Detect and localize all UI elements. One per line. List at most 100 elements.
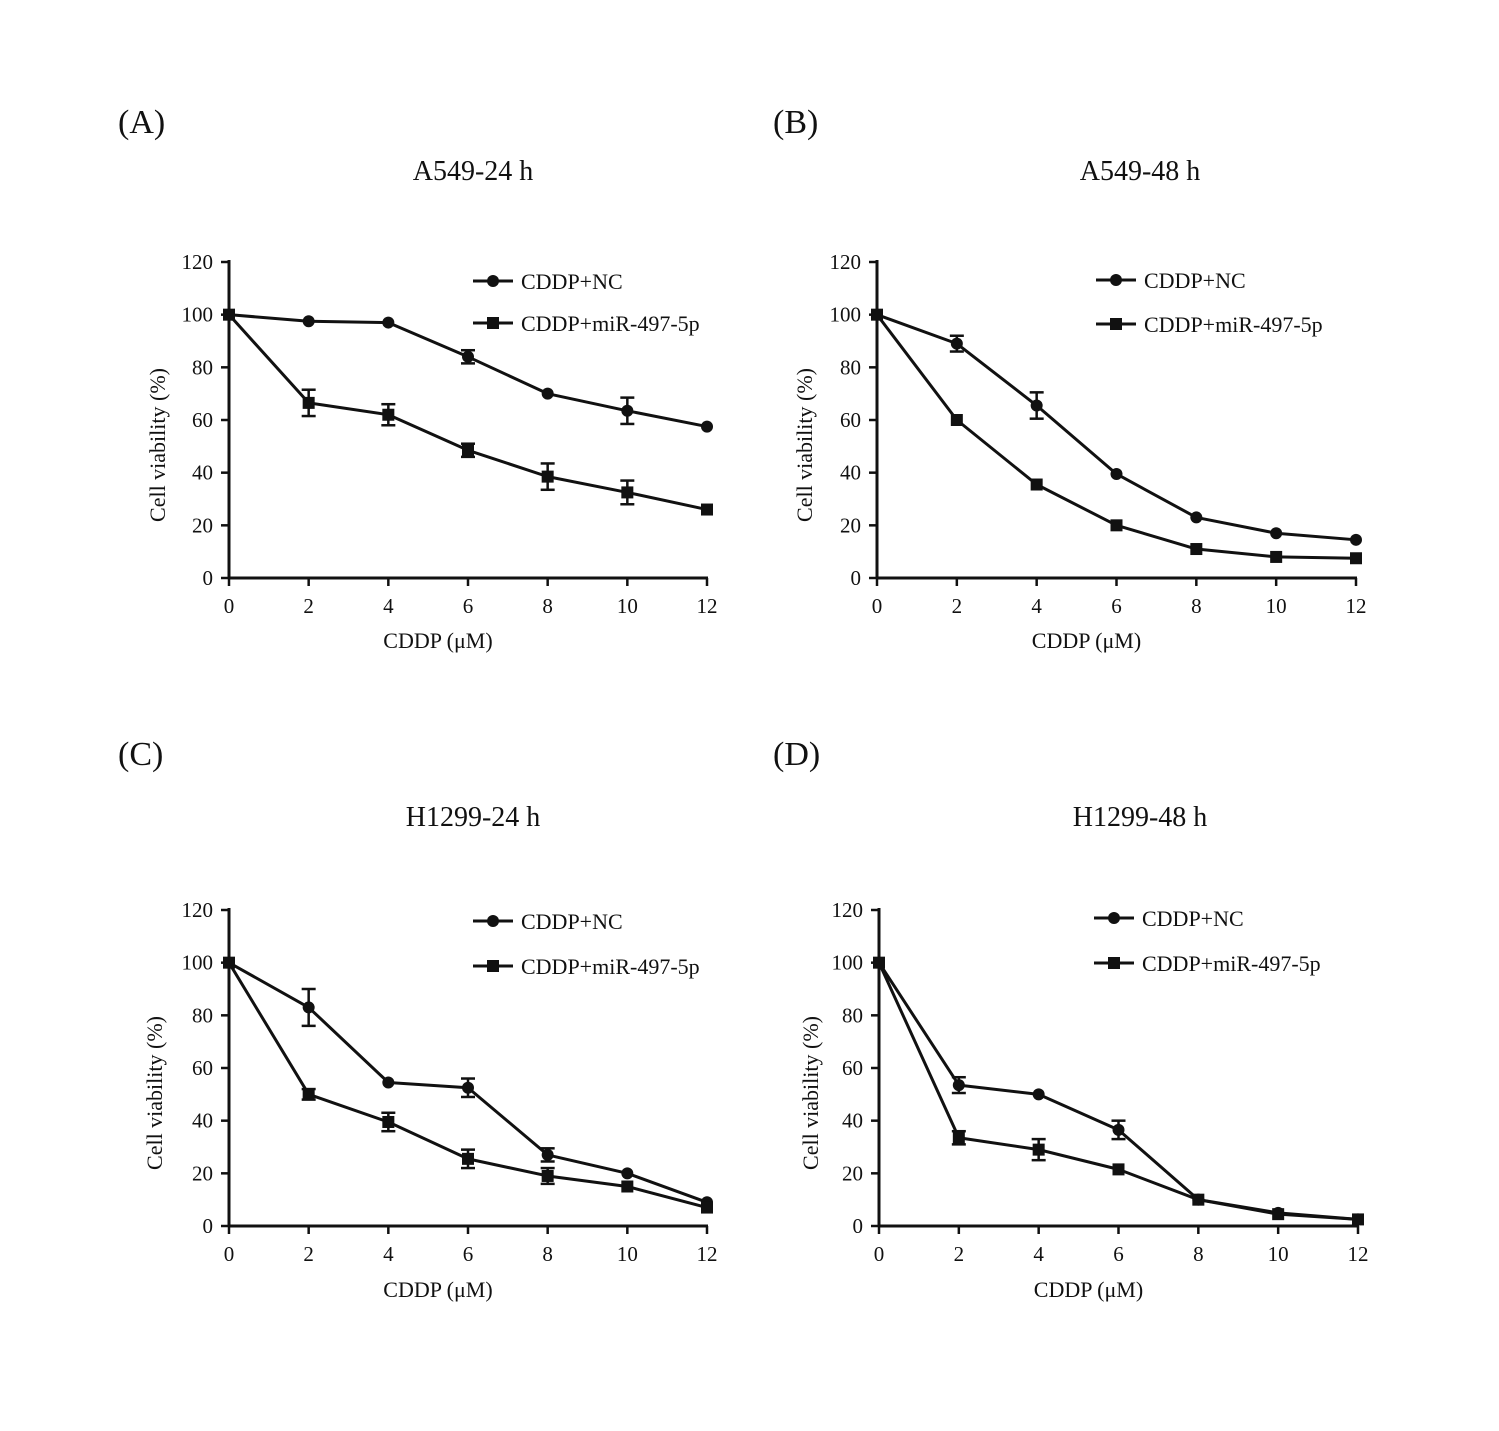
x-tick-label: 10: [1268, 1242, 1289, 1266]
chart-title: A549-24 h: [413, 156, 534, 187]
series-nc: [223, 956, 713, 1209]
data-point: [1270, 527, 1283, 540]
data-point: [1112, 1163, 1125, 1176]
data-point: [382, 316, 395, 329]
y-tick-label: 100: [830, 303, 862, 327]
legend-entry: CDDP+miR-497-5p: [473, 954, 700, 979]
legend-entry: CDDP+miR-497-5p: [1096, 312, 1323, 337]
data-point: [701, 420, 713, 433]
data-point: [1272, 1208, 1285, 1221]
y-tick-label: 0: [853, 1214, 864, 1238]
panel-letter: (B): [773, 104, 818, 141]
data-point: [1112, 1123, 1125, 1136]
data-point: [1030, 478, 1043, 491]
x-tick-label: 0: [224, 594, 235, 618]
chart-panel-3: (C) H1299-24 h 0 20 40 60 80 100 120 0 2 4 6 8 10 12 CDD…: [118, 736, 718, 1302]
legend-marker: [487, 960, 499, 972]
series-nc: [871, 308, 1362, 546]
x-tick-label: 12: [697, 1242, 718, 1266]
data-point: [950, 414, 963, 426]
data-point: [871, 308, 883, 321]
x-axis-label: CDDP (μM): [1032, 628, 1141, 653]
y-tick-label: 60: [192, 1056, 213, 1080]
x-tick-label: 2: [954, 1242, 965, 1266]
data-point: [462, 350, 474, 363]
series-mir-497-5p: [871, 308, 1362, 565]
series-mir-497-5p: [223, 956, 713, 1214]
y-tick-label: 60: [192, 408, 213, 432]
x-tick-label: 12: [1346, 594, 1367, 618]
data-point: [1350, 552, 1362, 565]
x-tick-label: 2: [952, 594, 963, 618]
chart-panel-4: (D) H1299-48 h 0 20 40 60 80 100 120 0 2 4 6 8 10 12 CDD…: [773, 736, 1369, 1302]
data-point: [541, 470, 554, 483]
data-point: [1032, 1143, 1045, 1156]
y-tick-label: 60: [842, 1056, 863, 1080]
data-point: [1190, 511, 1203, 524]
chart-panel-1: (A) A549-24 h 0 20 40 60 80 100 120 0 2 4 6 8 10 12 CDDP…: [118, 104, 718, 653]
y-tick-label: 100: [182, 303, 214, 327]
data-point: [873, 956, 885, 969]
legend-marker: [487, 915, 499, 927]
y-tick-label: 120: [182, 250, 214, 274]
data-point: [462, 444, 474, 457]
x-tick-label: 10: [1266, 594, 1287, 618]
legend-marker: [487, 275, 499, 287]
y-tick-label: 80: [842, 1003, 863, 1027]
data-point: [621, 404, 634, 417]
data-point: [541, 1148, 554, 1161]
y-axis-label: Cell viability (%): [798, 1016, 823, 1170]
x-tick-label: 6: [1113, 1242, 1124, 1266]
x-tick-label: 2: [303, 1242, 314, 1266]
x-tick-label: 4: [1033, 1242, 1044, 1266]
x-tick-label: 0: [872, 594, 883, 618]
data-point: [1192, 1193, 1205, 1206]
y-tick-label: 20: [842, 1161, 863, 1185]
data-point: [701, 503, 713, 516]
y-tick-label: 20: [192, 513, 213, 537]
y-tick-label: 100: [832, 951, 864, 975]
x-axis-label: CDDP (μM): [383, 628, 492, 653]
legend-label: CDDP+miR-497-5p: [521, 311, 700, 336]
legend-marker: [1110, 274, 1122, 286]
data-point: [541, 387, 554, 400]
y-tick-label: 40: [192, 461, 213, 485]
legend-entry: CDDP+miR-497-5p: [1094, 951, 1321, 976]
series-line: [877, 961, 1359, 1221]
data-point: [621, 486, 634, 499]
legend-label: CDDP+miR-497-5p: [1142, 951, 1321, 976]
y-tick-label: 80: [840, 355, 861, 379]
x-tick-label: 12: [1348, 1242, 1369, 1266]
legend-marker: [1108, 957, 1120, 969]
y-tick-label: 80: [192, 355, 213, 379]
legend-entry: CDDP+NC: [473, 269, 623, 294]
data-point: [382, 1115, 395, 1128]
series-mir-497-5p: [223, 308, 713, 516]
y-tick-label: 0: [851, 566, 862, 590]
y-tick-label: 20: [840, 513, 861, 537]
x-tick-label: 10: [617, 594, 638, 618]
data-point: [952, 1131, 965, 1144]
y-tick-label: 80: [192, 1003, 213, 1027]
x-tick-label: 0: [224, 1242, 235, 1266]
data-point: [462, 1081, 474, 1094]
x-tick-label: 8: [542, 594, 553, 618]
y-tick-label: 120: [830, 250, 862, 274]
y-tick-label: 40: [842, 1109, 863, 1133]
y-axis-label: Cell viability (%): [145, 368, 170, 522]
x-tick-label: 0: [874, 1242, 885, 1266]
x-tick-label: 4: [383, 594, 394, 618]
data-point: [1110, 467, 1123, 480]
data-point: [302, 396, 315, 409]
data-point: [382, 408, 395, 421]
legend-label: CDDP+NC: [521, 909, 623, 934]
data-point: [621, 1167, 634, 1180]
data-point: [1190, 543, 1203, 556]
data-point: [302, 1088, 315, 1101]
data-point: [1350, 533, 1362, 546]
y-tick-label: 100: [182, 951, 214, 975]
data-point: [621, 1180, 634, 1193]
panel-letter: (A): [118, 104, 165, 141]
y-tick-label: 40: [192, 1109, 213, 1133]
